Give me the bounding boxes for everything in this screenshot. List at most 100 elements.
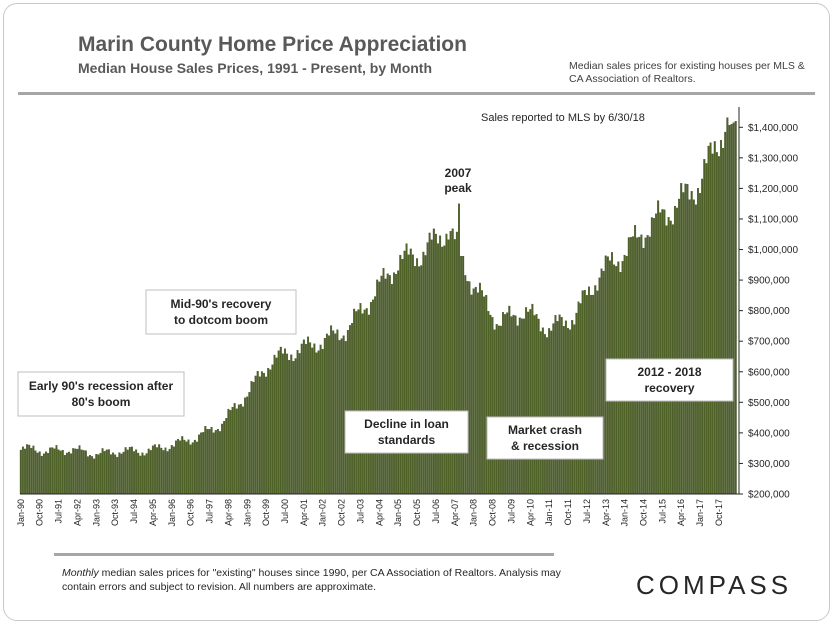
bar-2004-10: [390, 284, 393, 495]
x-tick-label: Apr-10: [525, 499, 535, 526]
bar-2015-07: [661, 209, 664, 495]
bar-1994-12: [143, 455, 146, 495]
bar-2002-10: [340, 338, 343, 495]
peak-2007-label: 2007: [445, 166, 472, 180]
x-tick-label: Jul-91: [54, 499, 64, 524]
bar-2015-11: [669, 220, 672, 495]
bar-2001-10: [315, 352, 318, 495]
bar-2000-08: [286, 353, 289, 495]
bar-2001-12: [319, 344, 322, 495]
bar-2001-06: [307, 336, 310, 495]
bar-1994-07: [133, 451, 136, 495]
source-note: Median sales prices for existing houses …: [569, 60, 805, 85]
bar-2007-01: [447, 239, 450, 495]
bar-2006-05: [430, 239, 433, 495]
x-tick-label: Jul-06: [431, 499, 441, 524]
annotations: Sales reported to MLS by 6/30/18 2007peak…: [17, 112, 734, 460]
bar-1992-03: [74, 448, 77, 495]
recovery-note-text: 2012 - 2018: [637, 365, 701, 379]
bar-1998-12: [244, 397, 247, 495]
early-90s-note-text: 80's boom: [72, 395, 131, 409]
bar-1993-09: [112, 452, 115, 495]
bar-1999-11: [267, 368, 270, 495]
bar-2017-03: [703, 159, 706, 495]
y-tick-label: $1,400,000: [748, 123, 798, 134]
bar-2003-04: [353, 308, 356, 495]
bar-2012-05: [581, 290, 584, 495]
bar-2005-12: [420, 265, 423, 495]
bar-1997-11: [216, 428, 219, 495]
bar-2000-03: [275, 357, 278, 495]
loan-decline-note-text: Decline in loan: [364, 417, 449, 431]
recovery-note-text: recovery: [644, 381, 694, 395]
bar-2009-04: [504, 314, 507, 495]
bar-2002-08: [336, 329, 339, 495]
bar-2005-10: [416, 258, 419, 495]
bar-2001-08: [311, 347, 314, 495]
bar-1998-11: [242, 406, 245, 495]
bar-2001-11: [317, 350, 320, 495]
bar-1999-08: [260, 371, 263, 495]
bar-1991-04: [51, 447, 54, 495]
bar-2001-01: [296, 350, 299, 495]
y-tick-label: $500,000: [748, 398, 790, 409]
bar-2015-03: [652, 218, 655, 495]
y-axis-ticks: $200,000 $300,000 $400,000 $500,000 $600,000…: [739, 123, 798, 501]
early-90s-note-box: [17, 371, 185, 417]
y-tick-label: $700,000: [748, 337, 790, 348]
bar-2015-05: [657, 200, 660, 495]
bar-1991-06: [55, 445, 58, 495]
bar-1992-09: [86, 456, 89, 495]
bar-1996-12: [193, 439, 196, 495]
bar-2012-01: [573, 324, 576, 495]
bar-2011-10: [567, 327, 569, 495]
bar-2009-09: [514, 315, 517, 495]
bar-2006-07: [434, 233, 437, 495]
bar-2017-06: [709, 142, 712, 495]
bar-2009-02: [499, 325, 502, 495]
bar-2001-09: [313, 343, 316, 495]
bar-1991-10: [63, 455, 66, 495]
bar-2001-07: [309, 342, 312, 495]
bar-1990-01: [19, 449, 22, 495]
bar-2011-08: [562, 326, 565, 495]
bar-1996-07: [183, 439, 186, 495]
bar-2010-11: [543, 334, 546, 495]
bar-2018-02: [726, 117, 729, 495]
bar-2008-02: [474, 286, 477, 495]
bar-1997-06: [206, 429, 209, 495]
bar-2010-06: [533, 315, 536, 495]
bar-2016-05: [682, 192, 685, 495]
bar-2010-08: [537, 318, 540, 495]
mid-90s-note-text: Mid-90's recovery: [171, 297, 272, 311]
bar-1996-06: [181, 436, 184, 495]
bar-2007-11: [468, 281, 471, 495]
bar-2011-11: [569, 329, 572, 495]
bar-2009-12: [520, 318, 523, 495]
bar-2009-07: [510, 316, 513, 495]
bar-1994-03: [124, 447, 127, 495]
y-tick-label: $1,300,000: [748, 153, 798, 164]
bar-2007-10: [466, 281, 469, 495]
bar-2004-12: [395, 274, 398, 495]
bar-2010-04: [529, 309, 532, 495]
bar-2002-01: [321, 348, 324, 495]
bar-2002-03: [325, 333, 328, 495]
bar-1990-12: [42, 453, 45, 495]
bar-2008-07: [485, 294, 488, 495]
bar-2002-04: [328, 335, 330, 495]
bar-1999-07: [258, 376, 261, 495]
x-tick-label: Apr-95: [148, 499, 158, 526]
bar-2007-03: [451, 228, 454, 495]
bar-2006-10: [441, 246, 444, 495]
bar-2017-07: [711, 153, 714, 495]
bar-1992-07: [82, 450, 85, 495]
bar-1999-01: [246, 396, 249, 495]
bar-2006-01: [422, 251, 425, 495]
market-crash-note-text: Market crash: [508, 423, 582, 437]
bar-1998-09: [237, 404, 240, 495]
x-tick-label: Jan-14: [620, 499, 630, 527]
bar-2018-03: [728, 125, 731, 495]
bar-1996-02: [172, 446, 175, 495]
bar-2012-10: [592, 294, 595, 495]
